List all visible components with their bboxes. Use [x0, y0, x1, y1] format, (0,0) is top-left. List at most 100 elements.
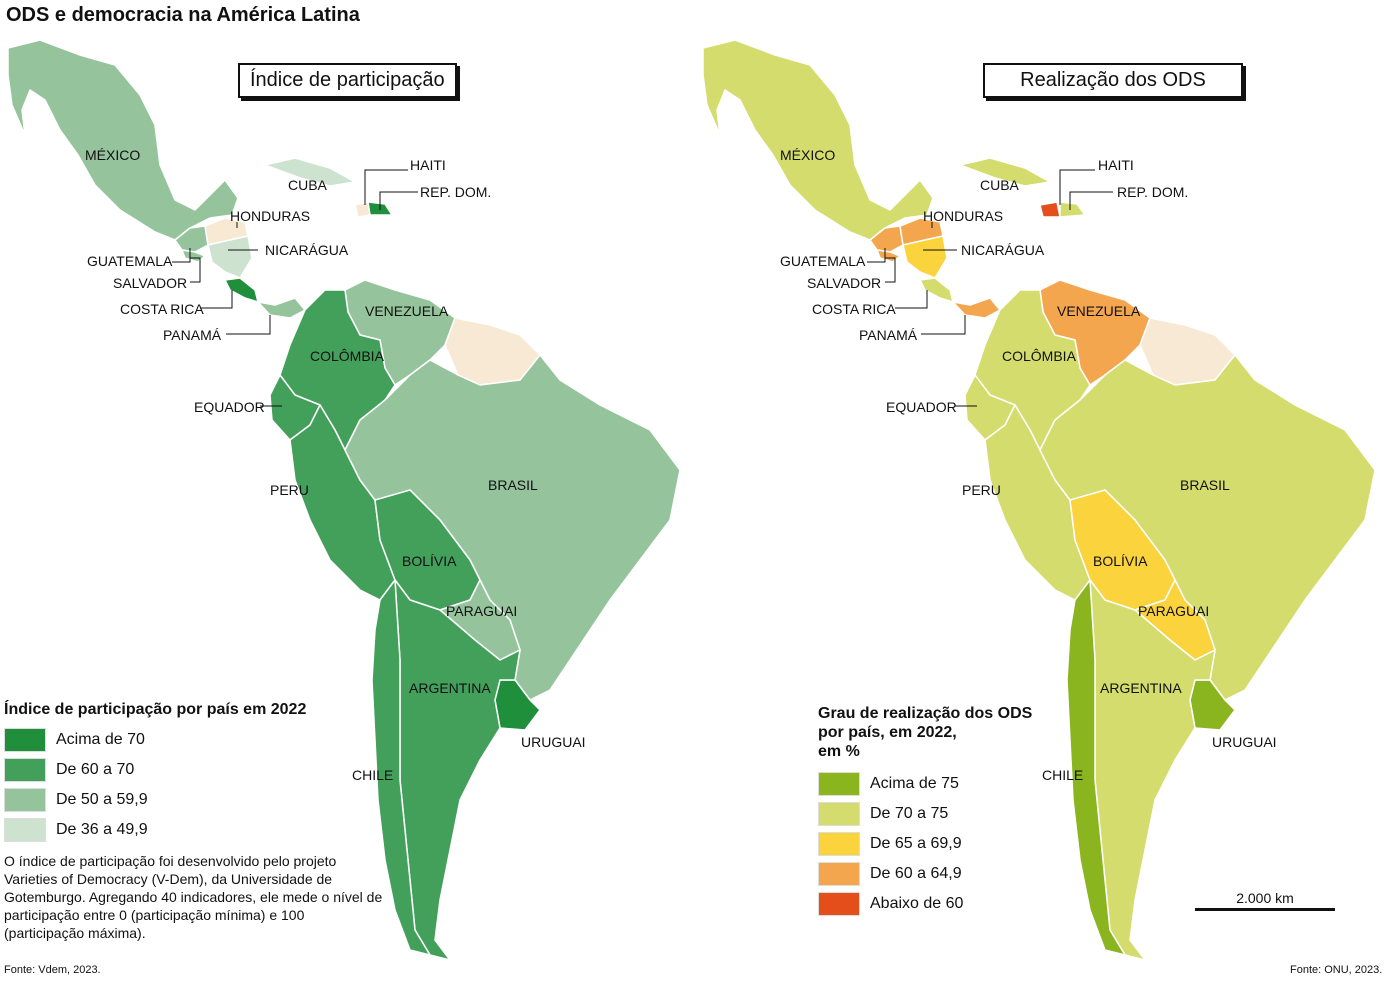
label-argentina: ARGENTINA [409, 680, 491, 696]
legend-label: De 36 a 49,9 [56, 821, 148, 838]
legend-swatch [4, 818, 46, 842]
label-salvador: SALVADOR [113, 275, 187, 291]
label-paraguai: PARAGUAI [446, 603, 517, 619]
legend-label: De 60 a 70 [56, 761, 135, 778]
legend-item: Acima de 75 [818, 769, 1032, 799]
right-source: Fonte: ONU, 2023. [1290, 964, 1383, 976]
legend-item: De 70 a 75 [818, 799, 1032, 829]
legend-swatch [818, 802, 860, 826]
chile-region [1066, 579, 1126, 956]
legend-item: De 60 a 64,9 [818, 859, 1032, 889]
participation-map: MÉXICO CUBA HAITI REP. DOM. HONDURAS GUA… [7, 39, 681, 961]
label-nicaragua: NICARÁGUA [265, 242, 349, 258]
label-cuba: CUBA [980, 177, 1020, 193]
legend-label: Acima de 70 [56, 731, 145, 748]
right-map-title: Realização dos ODS [983, 63, 1243, 98]
right-legend: Grau de realização dos ODS por país, em … [818, 704, 1032, 919]
legend-swatch [818, 892, 860, 916]
label-equador: EQUADOR [194, 399, 265, 415]
label-costa-rica: COSTA RICA [120, 301, 204, 317]
legend-item: Abaixo de 60 [818, 889, 1032, 919]
left-legend: Índice de participação por país em 2022 … [4, 700, 306, 845]
label-haiti: HAITI [1098, 157, 1134, 173]
legend-swatch [818, 862, 860, 886]
legend-item: De 60 a 70 [4, 755, 306, 785]
cuba-region [264, 157, 356, 187]
cuba-region [959, 157, 1051, 187]
label-venezuela: VENEZUELA [365, 303, 449, 319]
costa-rica-region [224, 277, 259, 303]
legend-item: De 65 a 69,9 [818, 829, 1032, 859]
legend-label: De 70 a 75 [870, 805, 949, 822]
scale-bar: 2.000 km [1195, 890, 1335, 911]
legend-swatch [4, 728, 46, 752]
label-rep-dom: REP. DOM. [420, 184, 491, 200]
label-peru: PERU [270, 482, 309, 498]
label-brasil: BRASIL [488, 477, 538, 493]
panama-region [257, 297, 306, 319]
right-legend-title-line1: Grau de realização dos ODS [818, 705, 1033, 722]
label-colombia: COLÔMBIA [1002, 348, 1077, 364]
mexico-region [7, 39, 239, 241]
legend-swatch [4, 788, 46, 812]
label-argentina: ARGENTINA [1100, 680, 1182, 696]
legend-swatch [818, 832, 860, 856]
label-uruguai: URUGUAI [521, 734, 586, 750]
salvador-region [876, 249, 901, 263]
scale-label: 2.000 km [1236, 890, 1294, 906]
label-haiti: HAITI [410, 157, 446, 173]
label-bolivia: BOLÍVIA [402, 553, 457, 569]
label-honduras: HONDURAS [923, 208, 1003, 224]
label-uruguai: URUGUAI [1212, 734, 1277, 750]
label-guatemala: GUATEMALA [87, 253, 173, 269]
nicaragua-region [902, 235, 948, 279]
label-salvador: SALVADOR [807, 275, 881, 291]
label-guatemala: GUATEMALA [780, 253, 866, 269]
label-bolivia: BOLÍVIA [1093, 553, 1148, 569]
label-venezuela: VENEZUELA [1057, 303, 1141, 319]
legend-label: Abaixo de 60 [870, 895, 964, 912]
legend-label: Acima de 75 [870, 775, 959, 792]
legend-item: De 50 a 59,9 [4, 785, 306, 815]
mexico-region [702, 39, 934, 241]
nicaragua-region [207, 235, 253, 279]
salvador-region [181, 249, 206, 263]
legend-swatch [818, 772, 860, 796]
right-legend-title-line3: em % [818, 743, 860, 760]
methodology-note: O índice de participação foi desenvolvid… [4, 853, 383, 941]
page-title: ODS e democracia na América Latina [6, 4, 360, 26]
ods-map: MÉXICO CUBA HAITI REP. DOM. HONDURAS GUA… [702, 39, 1376, 961]
label-brasil: BRASIL [1180, 477, 1230, 493]
panama-region [952, 297, 1001, 319]
label-equador: EQUADOR [886, 399, 957, 415]
chile-region [371, 579, 431, 956]
legend-item: Acima de 70 [4, 725, 306, 755]
label-panama: PANAMÁ [859, 327, 918, 343]
scale-line [1195, 908, 1335, 911]
label-panama: PANAMÁ [163, 327, 222, 343]
right-legend-title-line2: por país, em 2022, [818, 724, 957, 741]
rep-dom-region [1059, 201, 1086, 218]
costa-rica-region [919, 277, 954, 303]
left-legend-title: Índice de participação por país em 2022 [4, 701, 307, 718]
label-costa-rica: COSTA RICA [812, 301, 896, 317]
legend-label: De 50 a 59,9 [56, 791, 148, 808]
label-rep-dom: REP. DOM. [1117, 184, 1188, 200]
label-honduras: HONDURAS [230, 208, 310, 224]
label-chile: CHILE [1042, 767, 1083, 783]
label-peru: PERU [962, 482, 1001, 498]
label-mexico: MÉXICO [780, 147, 835, 163]
legend-item: De 36 a 49,9 [4, 815, 306, 845]
haiti-region [1039, 201, 1061, 218]
legend-label: De 60 a 64,9 [870, 865, 962, 882]
legend-swatch [4, 758, 46, 782]
left-source: Fonte: Vdem, 2023. [4, 964, 101, 976]
label-paraguai: PARAGUAI [1138, 603, 1209, 619]
label-mexico: MÉXICO [85, 147, 140, 163]
label-nicaragua: NICARÁGUA [961, 242, 1045, 258]
label-cuba: CUBA [288, 177, 328, 193]
legend-label: De 65 a 69,9 [870, 835, 962, 852]
label-chile: CHILE [352, 767, 393, 783]
left-map-title: Índice de participação [238, 63, 457, 98]
label-colombia: COLÔMBIA [310, 348, 385, 364]
